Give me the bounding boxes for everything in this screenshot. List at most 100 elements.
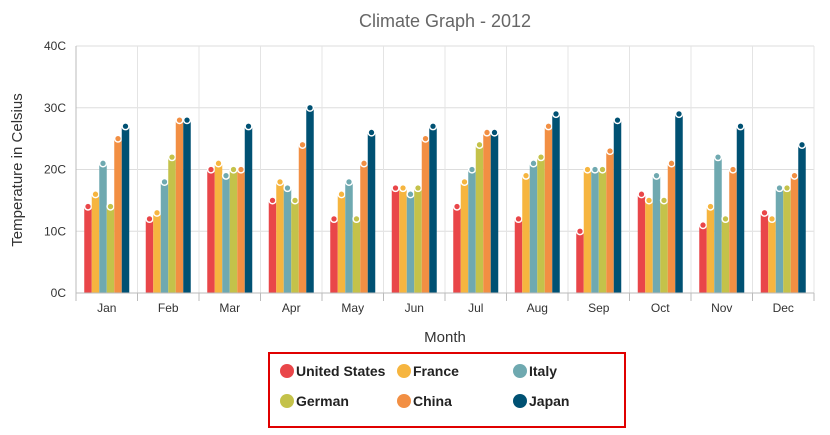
bar [714,157,722,293]
bar [91,194,100,293]
y-tick-label: 10C [44,224,66,238]
bar [775,188,784,293]
legend-marker [513,394,527,408]
bar-marker [452,202,462,211]
bar-marker [244,122,253,131]
bar-marker [652,171,661,180]
bar-marker [182,115,192,125]
x-tick-label: Apr [282,301,301,315]
bar-marker [775,183,784,193]
bar-marker [398,183,408,193]
bar [583,169,592,293]
bar [783,188,791,293]
bar-marker [529,159,538,168]
bar [345,181,353,293]
bar [598,169,607,293]
bar [645,200,653,293]
bar [229,169,238,293]
x-tick-label: Jan [97,301,116,315]
bar-marker [760,208,769,217]
bar [537,157,545,293]
bar-marker [206,165,216,174]
bar [699,225,707,293]
bar [367,132,376,293]
bar-marker [428,122,438,131]
bar [183,120,191,293]
x-tick-label: Jul [468,301,483,315]
bar-marker [337,190,346,199]
bar [207,169,215,293]
bar [414,188,422,293]
bar-marker [352,214,361,224]
bar-marker [406,190,415,199]
bar-marker [305,103,315,112]
bar [552,113,560,293]
x-tick-label: May [341,301,364,315]
bar [475,144,484,293]
bar-marker [514,214,523,224]
bar-marker [121,122,130,131]
legend-marker [397,364,411,378]
bar-marker [721,214,730,224]
bar-marker [221,171,231,180]
bar-marker [713,153,723,162]
y-tick-label: 0C [51,286,67,300]
bar [606,150,614,293]
legend-label: German [296,393,349,409]
x-tick-label: Jun [405,301,424,315]
x-tick-label: Sep [588,301,610,315]
legend-label: Japan [529,393,569,409]
bar [721,218,730,293]
bar-marker [367,128,376,137]
bar [576,231,584,293]
bar [768,218,776,293]
bar [522,175,530,293]
bar [399,188,407,293]
bar-marker [460,177,469,187]
x-tick-label: Nov [711,301,732,315]
bar-marker [613,115,622,125]
bar [490,132,499,293]
bar-marker [728,165,738,174]
bar [736,126,745,294]
x-tick-label: Aug [527,301,548,315]
bar-marker [359,159,369,168]
bar-marker [268,196,277,205]
x-axis-title: Month [424,329,466,346]
bar [790,175,799,293]
bar-marker [490,128,499,137]
y-tick-label: 40C [44,39,66,53]
bar-marker [391,183,400,193]
bar [244,126,253,294]
bar-marker [551,109,561,119]
bar [276,181,284,293]
bar [483,132,491,293]
bar-marker [475,140,484,149]
bar-marker [637,190,646,199]
bar [729,169,737,293]
y-axis-title: Temperature in Celsius [9,93,26,246]
bar-marker [113,134,123,143]
axes: 0C 10C 20C 30C 40C Jan Feb Mar Apr May Jun Jul Aug Se… [44,39,815,315]
bar [706,206,715,293]
bar-marker [167,153,177,162]
bar [637,194,646,293]
bar-marker [797,140,807,149]
bar-marker [236,165,246,174]
bar-marker [590,165,600,174]
bar [391,188,400,293]
bar [306,107,314,293]
legend-box [268,352,626,428]
bar [121,126,130,294]
bar-marker [413,183,423,193]
x-tick-label: Feb [158,301,179,315]
bar [453,206,461,293]
legend-marker [513,364,527,378]
bar [406,194,415,293]
bar-marker [706,202,715,211]
legend-label: United States [296,363,386,379]
bar-marker [644,196,654,205]
bar [114,138,122,293]
bar [160,181,169,293]
